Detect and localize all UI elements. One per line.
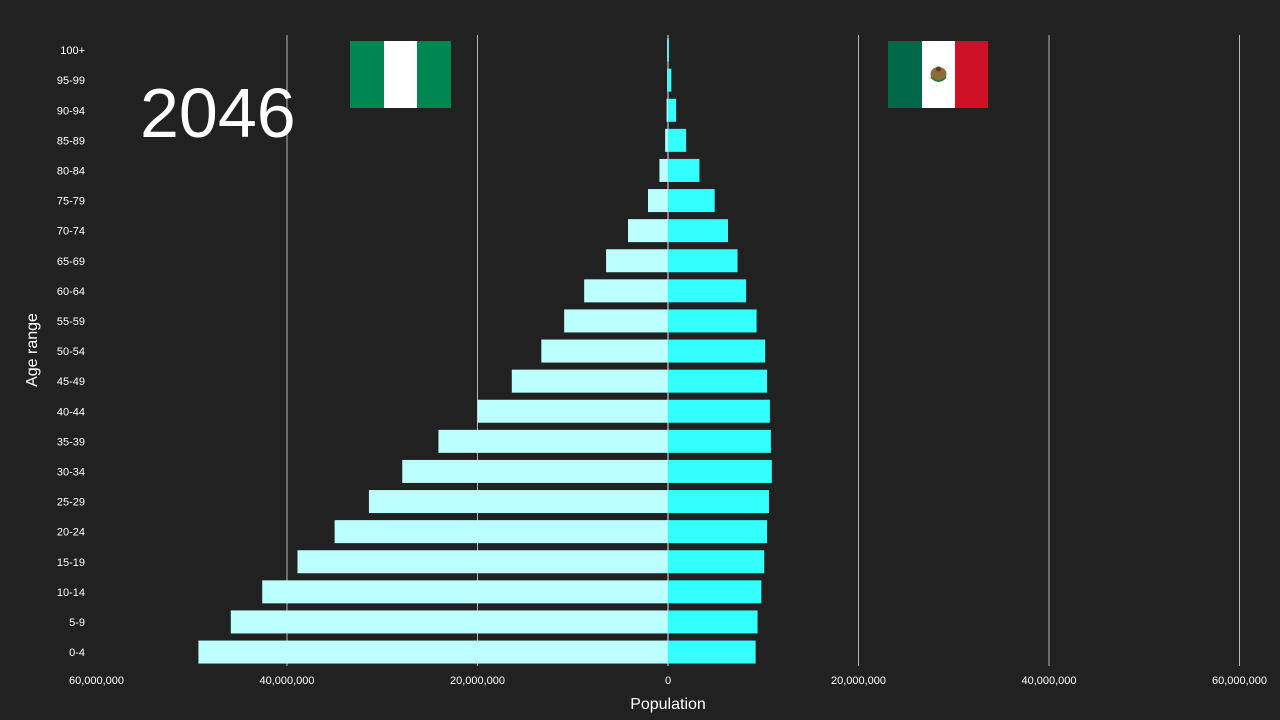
x-tick-label: 20,000,000 (831, 675, 886, 687)
bar-left (511, 369, 668, 393)
bar-left (198, 640, 669, 664)
bar-left (659, 158, 668, 182)
y-tick-label: 25-29 (57, 497, 85, 509)
x-tick-label: 20,000,000 (450, 675, 505, 687)
y-tick-label: 30-34 (57, 466, 85, 478)
x-tick-label: 0 (665, 675, 671, 687)
mexico-coat-of-arms-icon (930, 66, 947, 82)
bar-right (668, 309, 757, 333)
bar-right (668, 128, 687, 152)
bar-left (297, 550, 668, 574)
y-tick-label: 10-14 (57, 587, 85, 599)
bar-right (668, 158, 700, 182)
y-tick-label: 70-74 (57, 226, 85, 238)
bar-right (668, 580, 762, 604)
y-tick-label: 35-39 (57, 436, 85, 448)
bar-right (668, 640, 756, 664)
y-tick-labels: 100+ 95-99 90-94 85-89 80-84 75-79 70-74 65-69 6… (57, 45, 85, 659)
y-tick-label: 20-24 (57, 527, 85, 539)
bars-layer (198, 38, 772, 664)
y-tick-label: 55-59 (57, 316, 85, 328)
x-tick-label: 40,000,000 (259, 675, 314, 687)
year-label: 2046 (140, 74, 296, 152)
y-tick-label: 5-9 (69, 617, 85, 629)
bar-left (438, 429, 668, 453)
bar-left (402, 459, 668, 483)
y-tick-label: 40-44 (57, 406, 85, 418)
bar-left (667, 68, 668, 92)
bar-right (668, 520, 768, 544)
y-tick-label: 45-49 (57, 376, 85, 388)
y-tick-label: 60-64 (57, 286, 85, 298)
bar-left (606, 249, 668, 273)
bar-left (477, 399, 668, 423)
y-tick-label: 0-4 (69, 647, 85, 659)
x-tick-label: 40,000,000 (1021, 675, 1076, 687)
bar-left (230, 610, 669, 634)
bar-right (668, 339, 766, 363)
bar-left (262, 580, 668, 604)
bar-right (668, 38, 669, 62)
bar-left (564, 309, 668, 333)
y-tick-label: 50-54 (57, 346, 85, 358)
bar-left (334, 520, 668, 544)
x-tick-label: 60,000,000 (69, 675, 124, 687)
y-tick-label: 75-79 (57, 196, 85, 208)
bar-right (668, 399, 770, 423)
y-tick-label: 100+ (60, 45, 85, 57)
bar-right (668, 610, 758, 634)
nigeria-flag-icon (350, 41, 451, 108)
bar-left (647, 189, 668, 213)
bar-left (627, 219, 668, 243)
bar-left (666, 98, 668, 122)
y-tick-label: 80-84 (57, 165, 85, 177)
x-tick-label: 60,000,000 (1212, 675, 1267, 687)
y-axis-title: Age range (24, 313, 41, 387)
bar-left (665, 128, 668, 152)
bar-right (668, 98, 677, 122)
bar-right (668, 429, 771, 453)
y-tick-label: 15-19 (57, 557, 85, 569)
bar-left (541, 339, 668, 363)
mexico-flag-icon (888, 41, 988, 108)
y-tick-label: 65-69 (57, 256, 85, 268)
y-tick-label: 95-99 (57, 75, 85, 87)
bar-right (668, 369, 768, 393)
bar-left (667, 38, 668, 62)
bar-right (668, 490, 769, 514)
x-axis-title: Population (630, 696, 706, 713)
bar-right (668, 550, 765, 574)
bar-left (584, 279, 668, 303)
bar-right (668, 249, 738, 273)
bar-left (368, 490, 668, 514)
bar-right (668, 219, 729, 243)
y-tick-label: 85-89 (57, 135, 85, 147)
y-tick-label: 90-94 (57, 105, 85, 117)
bar-right (668, 189, 715, 213)
bar-right (668, 68, 672, 92)
bar-right (668, 459, 772, 483)
bar-right (668, 279, 747, 303)
x-tick-labels: 60,000,000 40,000,000 20,000,000 0 20,000,00… (69, 675, 1267, 687)
